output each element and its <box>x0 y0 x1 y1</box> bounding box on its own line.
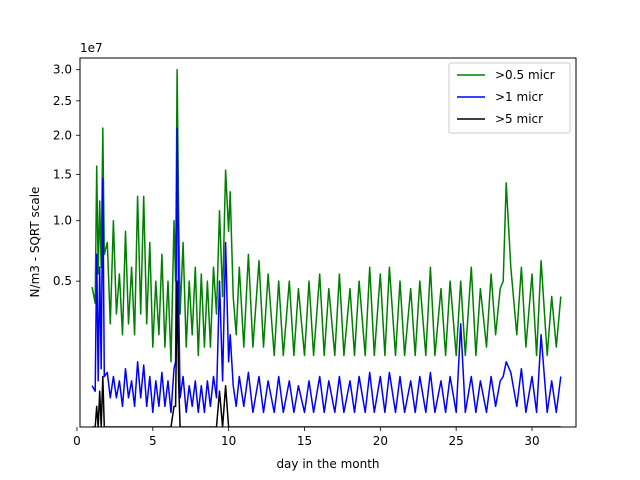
x-tick-label: 30 <box>524 434 539 448</box>
y-tick-label: 1.5 <box>53 167 72 181</box>
y-axis-label: N/m3 - SQRT scale <box>28 187 42 298</box>
series-1 <box>91 68 562 363</box>
y-axis-ticks: 0.5 1.0 1.5 2.0 2.5 3.0 <box>53 63 80 288</box>
legend-label: >1 micr <box>495 90 543 104</box>
legend-item: >1 micr <box>457 90 543 104</box>
x-tick-label: 25 <box>449 434 464 448</box>
x-tick-label: 5 <box>149 434 157 448</box>
series-layer <box>91 68 562 427</box>
y-offset-text: 1e7 <box>80 41 103 55</box>
legend-label: >0.5 micr <box>495 68 555 82</box>
legend-box <box>448 62 571 134</box>
y-tick-label: 2.5 <box>53 94 72 108</box>
x-axis-ticks: 0 5 10 15 20 25 30 <box>73 427 540 448</box>
legend-item: >5 micr <box>457 112 543 126</box>
legend-item: >0.5 micr <box>457 68 555 82</box>
x-tick-label: 0 <box>73 434 81 448</box>
series-2 <box>91 127 562 414</box>
legend: >0.5 micr >1 micr >5 micr <box>448 62 571 134</box>
x-tick-label: 10 <box>221 434 236 448</box>
series-line <box>91 127 562 414</box>
x-tick-label: 15 <box>297 434 312 448</box>
y-tick-label: 1.0 <box>53 214 72 228</box>
plot-frame <box>79 57 577 428</box>
y-tick-label: 3.0 <box>53 63 72 77</box>
x-axis-label: day in the month <box>276 457 379 471</box>
legend-label: >5 micr <box>495 112 543 126</box>
x-tick-label: 20 <box>373 434 388 448</box>
series-line <box>91 68 562 363</box>
y-tick-label: 2.0 <box>53 128 72 142</box>
y-tick-label: 0.5 <box>53 274 72 288</box>
